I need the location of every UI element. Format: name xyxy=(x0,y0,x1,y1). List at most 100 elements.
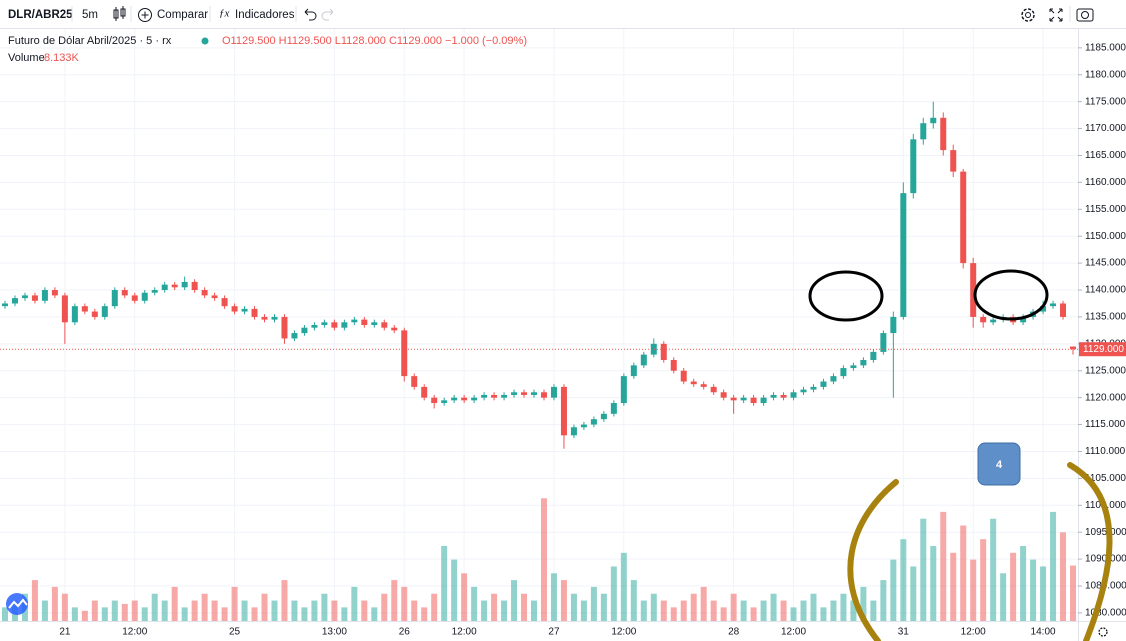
candle-body xyxy=(740,397,747,401)
x-tick-label: 25 xyxy=(229,627,241,638)
x-tick-label: 13:00 xyxy=(322,627,347,638)
badge-text: 4 xyxy=(996,459,1003,471)
candle-body xyxy=(81,306,88,312)
candle-body xyxy=(11,298,18,304)
volume-bar xyxy=(990,518,997,621)
candle-body xyxy=(241,308,248,312)
candle-body xyxy=(850,365,857,369)
arc-annotation xyxy=(847,479,899,641)
candle-body xyxy=(800,389,807,393)
candle-body xyxy=(21,295,28,299)
interval[interactable]: 5m xyxy=(82,9,98,21)
last-price-label: 1129.000 xyxy=(1083,344,1124,355)
candle-body xyxy=(201,290,208,296)
candle-body xyxy=(181,281,188,288)
candle-body xyxy=(511,392,518,395)
ohlc-legend: O1129.500 H1129.500 L1128.000 C1129.000 … xyxy=(222,35,527,47)
candle-body xyxy=(521,392,528,395)
arc-annotation xyxy=(1067,462,1113,641)
volume-bar xyxy=(610,566,617,621)
volume-bar xyxy=(51,586,58,621)
volume-bar xyxy=(1060,532,1067,621)
snapshot-icon[interactable] xyxy=(1076,8,1094,22)
candle-body xyxy=(251,308,258,317)
y-tick-label: 1165.000 xyxy=(1085,150,1126,161)
volume-bar xyxy=(31,580,38,621)
symbol[interactable]: DLR/ABR25 xyxy=(8,9,73,21)
axis-settings-icon[interactable] xyxy=(1098,627,1108,637)
number-badge xyxy=(977,442,1021,486)
candle-body xyxy=(980,316,987,323)
volume-bar xyxy=(201,593,208,621)
instrument-title: Futuro de Dólar Abril/2025 · 5 · rx xyxy=(8,35,172,47)
volume-bar xyxy=(730,593,737,621)
volume-bar xyxy=(860,586,867,621)
candle-body xyxy=(311,325,318,328)
volume-bar xyxy=(1070,565,1077,621)
volume-bar xyxy=(1030,559,1037,621)
volume-bar xyxy=(511,580,518,621)
settings-icon[interactable] xyxy=(1021,8,1035,22)
volume-bar xyxy=(451,559,458,621)
volume-bar xyxy=(570,593,577,621)
candle-body xyxy=(610,403,617,414)
candle-body xyxy=(471,397,478,401)
candle-body xyxy=(780,394,787,398)
volume-bar xyxy=(690,593,697,621)
volume-bar xyxy=(630,580,637,621)
x-tick-label: 12:00 xyxy=(452,627,477,638)
volume-legend-value: 8.133K xyxy=(44,52,80,64)
volume-bar xyxy=(580,600,587,621)
volume-bar xyxy=(640,600,647,621)
candle-body xyxy=(810,386,817,390)
candle-type-icon[interactable] xyxy=(113,6,126,21)
candle-body xyxy=(540,392,547,398)
logo xyxy=(6,593,28,615)
volume-bar xyxy=(550,573,557,621)
indicators-button[interactable]: Indicadores xyxy=(235,9,295,21)
candle-body xyxy=(580,424,587,428)
fullscreen-icon[interactable] xyxy=(1049,8,1063,22)
volume-bar xyxy=(770,593,777,621)
indicators-icon[interactable]: ƒx xyxy=(219,8,230,20)
volume-legend-label: Volume xyxy=(8,52,45,64)
y-tick-label: 1175.000 xyxy=(1085,96,1126,107)
volume-bar xyxy=(311,600,318,621)
candle-body xyxy=(91,311,98,317)
volume-bar xyxy=(351,586,358,621)
candle-body xyxy=(101,306,108,317)
candle-body xyxy=(141,292,148,301)
candle-body xyxy=(51,290,58,296)
x-tick-label: 12:00 xyxy=(122,627,147,638)
undo-icon[interactable] xyxy=(304,8,317,21)
candle-body xyxy=(760,397,767,404)
candle-body xyxy=(950,150,957,172)
redo-icon[interactable] xyxy=(321,8,334,21)
volume-bar xyxy=(411,600,418,621)
candle-body xyxy=(221,298,228,307)
x-tick-label: 27 xyxy=(548,627,560,638)
candle-body xyxy=(411,376,418,387)
candle-body xyxy=(880,333,887,352)
candle-body xyxy=(371,322,378,325)
candle-body xyxy=(451,397,458,401)
volume-bar xyxy=(211,600,218,621)
volume-bar xyxy=(471,586,478,621)
candle-body xyxy=(61,295,68,323)
volume-bar xyxy=(181,607,188,621)
candle-body xyxy=(41,290,48,301)
compare-icon[interactable] xyxy=(138,8,152,22)
candle-body xyxy=(1,303,8,307)
candle-body xyxy=(231,306,238,312)
compare-button[interactable]: Comparar xyxy=(157,9,208,21)
volume-bar xyxy=(1,607,8,621)
y-tick-label: 1110.000 xyxy=(1085,446,1126,457)
y-tick-label: 1120.000 xyxy=(1085,392,1126,403)
candle-body xyxy=(531,392,538,395)
volume-bar xyxy=(151,593,158,621)
volume-bar xyxy=(900,539,907,621)
candle-body xyxy=(750,397,757,404)
candle-body xyxy=(680,370,687,382)
volume-bar xyxy=(800,600,807,621)
